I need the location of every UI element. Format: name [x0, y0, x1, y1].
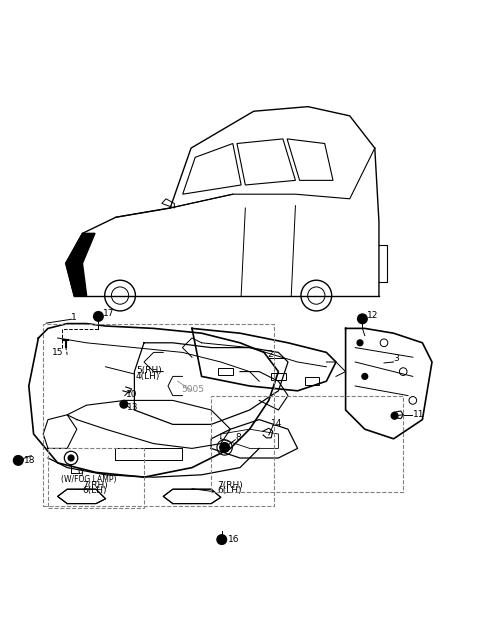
Text: 7(RH): 7(RH) [217, 481, 243, 490]
Text: 6(LH): 6(LH) [217, 486, 241, 495]
Text: 9: 9 [78, 469, 84, 478]
Text: 13: 13 [127, 403, 139, 412]
Bar [218, 368, 233, 376]
Text: 17: 17 [103, 310, 115, 318]
Circle shape [358, 314, 367, 323]
Text: 5(RH): 5(RH) [136, 366, 162, 375]
Text: 3: 3 [394, 354, 399, 363]
Text: 8: 8 [235, 433, 241, 442]
Polygon shape [237, 139, 295, 185]
Text: 11: 11 [413, 410, 424, 419]
Text: 15: 15 [52, 348, 63, 357]
Text: 4(LH): 4(LH) [136, 372, 160, 381]
Text: 18: 18 [24, 456, 36, 465]
Text: 12: 12 [367, 311, 379, 320]
Circle shape [217, 535, 227, 544]
Polygon shape [162, 199, 174, 208]
Circle shape [220, 443, 229, 452]
Text: 2: 2 [268, 350, 274, 359]
Polygon shape [183, 144, 241, 194]
Bar [43, 323, 274, 506]
Text: 5005: 5005 [181, 386, 204, 394]
Text: 6(LH): 6(LH) [83, 486, 107, 495]
Circle shape [13, 455, 23, 465]
Text: 1: 1 [71, 313, 77, 322]
Polygon shape [58, 489, 106, 504]
Circle shape [391, 413, 398, 419]
Bar [271, 372, 286, 380]
Polygon shape [66, 234, 95, 296]
Circle shape [94, 311, 103, 321]
Polygon shape [163, 489, 221, 504]
Text: 7(RH): 7(RH) [83, 481, 108, 490]
Circle shape [120, 401, 128, 408]
Bar [305, 377, 319, 385]
Bar [48, 448, 144, 509]
Polygon shape [287, 139, 333, 180]
Text: 14: 14 [271, 419, 282, 428]
Text: 16: 16 [228, 535, 239, 544]
Text: (W/FOG LAMP): (W/FOG LAMP) [61, 475, 117, 484]
Circle shape [68, 455, 74, 461]
Text: 10: 10 [126, 390, 137, 399]
Circle shape [362, 374, 368, 379]
Circle shape [357, 340, 363, 345]
Bar [211, 396, 403, 492]
